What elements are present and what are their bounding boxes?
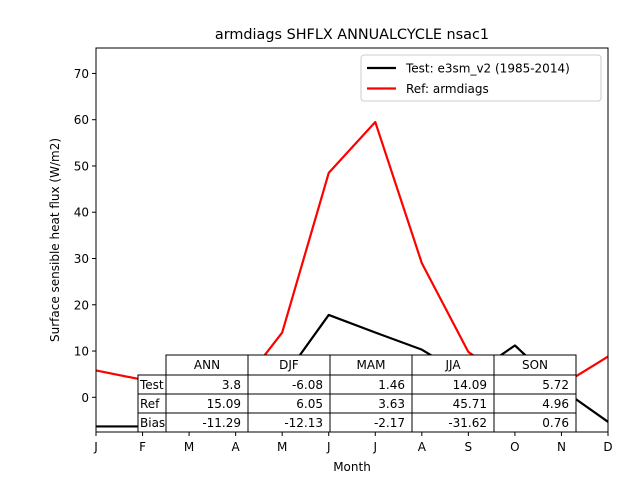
legend: Test: e3sm_v2 (1985-2014) Ref: armdiags: [360, 54, 602, 102]
x-tick-label: M: [277, 440, 287, 454]
stats-table: ANN DJF MAM JJA SON Test 3.8 -6.08 1.46 14.09 5.72…: [137, 354, 577, 433]
x-axis-label: Month: [333, 460, 371, 474]
table-cell-value: 4.96: [542, 397, 569, 411]
legend-box: [360, 54, 602, 102]
table-cell-value: 1.46: [378, 378, 405, 392]
y-tick-label: 60: [74, 113, 89, 127]
table-cell-value: 3.63: [378, 397, 405, 411]
x-tick-label: S: [465, 440, 473, 454]
plot-frame: [95, 47, 609, 433]
legend-label-test: Test: e3sm_v2 (1985-2014): [405, 62, 570, 76]
table-cell-value: -6.08: [292, 378, 323, 392]
table-cell-value: 3.8: [222, 378, 241, 392]
x-tick-label: F: [139, 440, 146, 454]
x-tick-label: N: [557, 440, 566, 454]
x-tick-label: A: [418, 440, 427, 454]
table-row-label: Ref: [140, 397, 160, 411]
x-tick-label: J: [372, 440, 377, 454]
y-tick-label: 30: [74, 252, 89, 266]
table-row-label: Bias: [140, 416, 165, 430]
chart-title: armdiags SHFLX ANNUALCYCLE nsac1: [215, 27, 489, 43]
table-cell-value: 6.05: [296, 397, 323, 411]
y-tick-label: 50: [74, 159, 89, 173]
legend-label-ref: Ref: armdiags: [406, 82, 489, 96]
table-cell-value: 0.76: [542, 416, 569, 430]
x-tick-label: M: [184, 440, 194, 454]
y-axis: 0 10 20 30 40 50 60 70: [74, 67, 96, 405]
table-row-label: Test: [139, 378, 164, 392]
x-tick-label: A: [232, 440, 241, 454]
table-cell-value: -11.29: [202, 416, 241, 430]
table-cell-value: -12.13: [284, 416, 323, 430]
table-cell-value: 45.71: [453, 397, 487, 411]
table-column-header: ANN: [194, 358, 220, 372]
table-cell-value: 15.09: [207, 397, 241, 411]
y-axis-label: Surface sensible heat flux (W/m2): [48, 138, 62, 342]
table-cell-value: 14.09: [453, 378, 487, 392]
x-tick-label: J: [93, 440, 98, 454]
table-cell-value: -2.17: [374, 416, 405, 430]
table-column-header: JJA: [444, 358, 461, 372]
y-tick-label: 20: [74, 298, 89, 312]
table-cell-value: 5.72: [542, 378, 569, 392]
table-cell-value: -31.62: [448, 416, 487, 430]
y-tick-label: 40: [74, 206, 89, 220]
y-tick-label: 0: [81, 391, 89, 405]
x-tick-label: J: [326, 440, 331, 454]
x-tick-label: O: [510, 440, 519, 454]
table-column-header: MAM: [357, 358, 386, 372]
x-tick-label: D: [603, 440, 612, 454]
table-column-header: SON: [522, 358, 548, 372]
y-tick-label: 10: [74, 345, 89, 359]
y-tick-label: 70: [74, 67, 89, 81]
table-column-header: DJF: [279, 358, 299, 372]
